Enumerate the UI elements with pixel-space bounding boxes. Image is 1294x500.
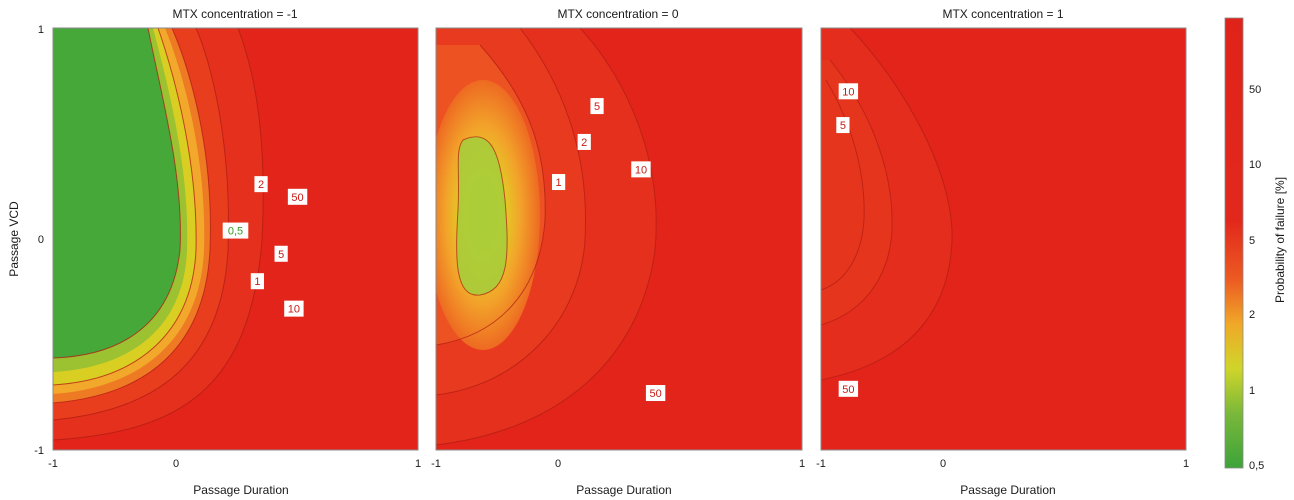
contour-label-box: [552, 174, 566, 191]
panel-1: MTX concentration = -1 0: [7, 7, 421, 497]
colorbar-tick-label: 0,5: [1249, 460, 1264, 472]
y-axis-label: Passage VCD: [7, 201, 21, 277]
panel-1-title: MTX concentration = -1: [172, 7, 297, 21]
contour-label-box: [250, 273, 264, 290]
colorbar-tick-label: 10: [1249, 159, 1261, 171]
contour-label: 50: [287, 188, 308, 205]
contour-label: 2: [254, 176, 268, 193]
panel-3-x-axis-label: Passage Duration: [960, 483, 1055, 497]
colorbar-tick-label: 1: [1249, 385, 1255, 397]
contour-label-box: [645, 385, 666, 402]
contour-label: 10: [838, 83, 859, 100]
x-tick-label: 0: [940, 458, 946, 470]
panel-2-x-ticks: -1 0 1: [431, 458, 805, 470]
contour-label-box: [838, 380, 859, 397]
panel-2-x-axis-label: Passage Duration: [576, 483, 671, 497]
colorbar-ticks: 50 10 5 2 1 0,5: [1249, 84, 1264, 472]
panel-2-contour-labels: 1 2 5 10 50: [552, 98, 666, 402]
panel-1-x-ticks: -1 0 1: [48, 458, 421, 470]
panel-3-x-ticks: -1 0 1: [816, 458, 1189, 470]
panel-1-contour-labels: 0,5 1 2 5 10 50: [222, 176, 308, 317]
x-tick-label: -1: [48, 458, 58, 470]
contour-label-text: 50: [649, 388, 661, 400]
panel-1-y-ticks: 1 0 -1: [34, 24, 44, 457]
panel-3-contour-labels: 10 5 50: [836, 83, 859, 397]
contour-label-text: 5: [278, 249, 284, 261]
panel-1-x-axis-label: Passage Duration: [193, 483, 288, 497]
contour-label-box: [284, 300, 304, 317]
x-tick-label: 1: [1183, 458, 1189, 470]
contour-label-text: 5: [840, 120, 846, 132]
contour-label-text: 0,5: [228, 226, 243, 238]
colorbar-gradient: [1224, 17, 1244, 469]
contour-label-text: 10: [635, 164, 647, 176]
contour-label-box: [222, 222, 249, 239]
contour-label: 5: [274, 245, 288, 262]
contour-label-box: [274, 245, 288, 262]
x-tick-label: 1: [415, 458, 421, 470]
panel-3-heatmap: [821, 28, 1186, 450]
contour-label-box: [631, 161, 651, 178]
panel-3-title: MTX concentration = 1: [942, 7, 1063, 21]
contour-label: 1: [250, 273, 264, 290]
x-tick-label: 0: [173, 458, 179, 470]
contour-label-text: 5: [594, 101, 600, 113]
contour-label: 5: [590, 98, 604, 115]
contour-label-box: [577, 133, 591, 150]
colorbar: 50 10 5 2 1 0,5 Probability of failure […: [1224, 17, 1287, 472]
contour-label-text: 10: [288, 304, 300, 316]
contour-label: 2: [577, 133, 591, 150]
contour-label-box: [287, 188, 308, 205]
contour-label-text: 2: [258, 179, 264, 191]
colorbar-label: Probability of failure [%]: [1273, 177, 1287, 303]
contour-label: 5: [836, 117, 850, 134]
x-tick-label: 0: [555, 458, 561, 470]
y-tick-label: 0: [38, 234, 44, 246]
x-tick-label: -1: [816, 458, 826, 470]
x-tick-label: -1: [431, 458, 441, 470]
y-tick-label: -1: [34, 445, 44, 457]
contour-label-text: 10: [842, 86, 854, 98]
contour-label: 1: [552, 174, 566, 191]
x-tick-label: 1: [799, 458, 805, 470]
contour-label-text: 1: [254, 276, 260, 288]
contour-label-text: 50: [291, 192, 303, 204]
contour-label-text: 2: [581, 137, 587, 149]
contour-label: 10: [631, 161, 651, 178]
y-tick-label: 1: [38, 24, 44, 36]
colorbar-tick-label: 5: [1249, 235, 1255, 247]
contour-label: 0,5: [222, 222, 249, 239]
panel-2-heatmap: [436, 28, 802, 450]
panel-2-title: MTX concentration = 0: [557, 7, 678, 21]
contour-label-box: [838, 83, 859, 100]
colorbar-tick-label: 2: [1249, 309, 1255, 321]
contour-label: 10: [284, 300, 304, 317]
contour-label-text: 1: [556, 177, 562, 189]
panel-1-heatmap: [53, 28, 418, 450]
panel-3-frame: [820, 27, 1187, 451]
contour-label-box: [836, 117, 850, 134]
panel-2-frame: [435, 27, 803, 451]
contour-label: 50: [838, 380, 859, 397]
panel-1-frame: [52, 27, 419, 451]
colorbar-tick-label: 50: [1249, 84, 1261, 96]
contour-label-box: [254, 176, 268, 193]
contour-label: 50: [645, 385, 666, 402]
contour-label-text: 50: [842, 384, 854, 396]
contour-label-box: [590, 98, 604, 115]
